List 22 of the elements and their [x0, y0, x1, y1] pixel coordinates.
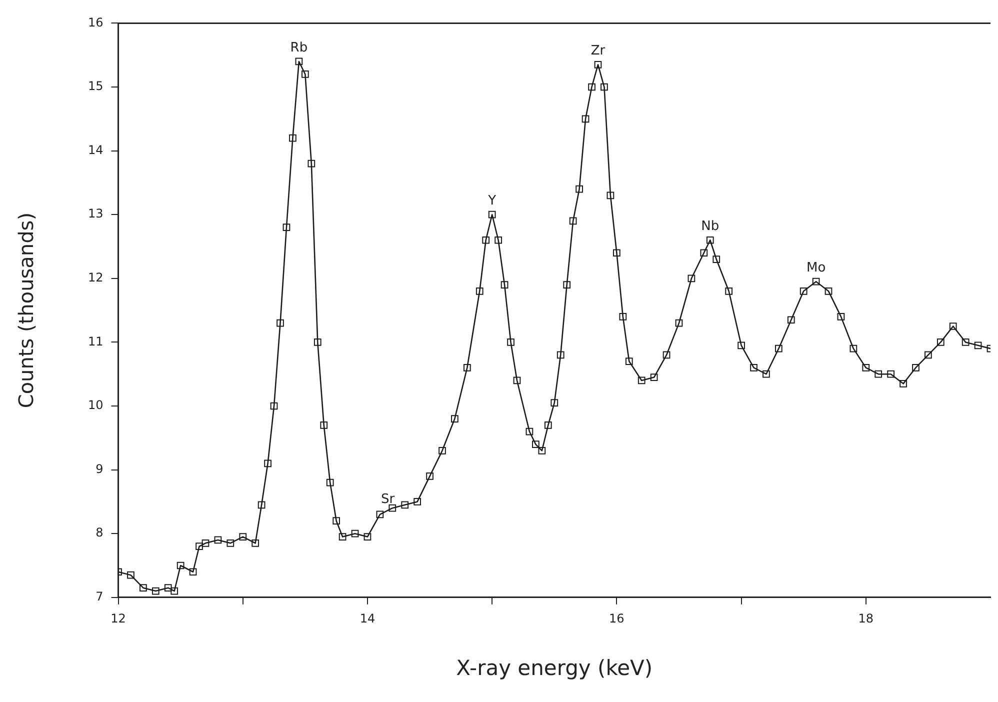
y-tick-label: 15 [88, 79, 104, 94]
y-tick-label: 9 [96, 462, 104, 476]
annotation: Sr [381, 492, 396, 507]
annotation: Zr [590, 44, 606, 59]
y-tick-label: 14 [88, 142, 104, 157]
x-tick-label: 16 [609, 612, 624, 626]
y-tick-label: 16 [88, 15, 104, 30]
y-tick-label: 12 [88, 270, 104, 285]
x-tick-label: 18 [858, 612, 874, 626]
y-tick-label: 8 [96, 526, 104, 540]
x-tick-label: 12 [110, 612, 126, 626]
y-tick-label: 13 [88, 206, 104, 221]
annotation: Mo [806, 260, 826, 276]
y-tick-label: 7 [96, 590, 104, 604]
annotation: Y [487, 193, 496, 208]
y-axis-title: Counts (thousands) [14, 212, 38, 408]
annotation: Nb [701, 218, 720, 234]
y-tick-label: 10 [88, 398, 104, 412]
x-tick-label: 14 [360, 612, 376, 626]
annotation: Rb [290, 40, 308, 56]
x-axis-title: X-ray energy (keV) [456, 656, 653, 680]
y-tick-label: 11 [88, 334, 104, 348]
